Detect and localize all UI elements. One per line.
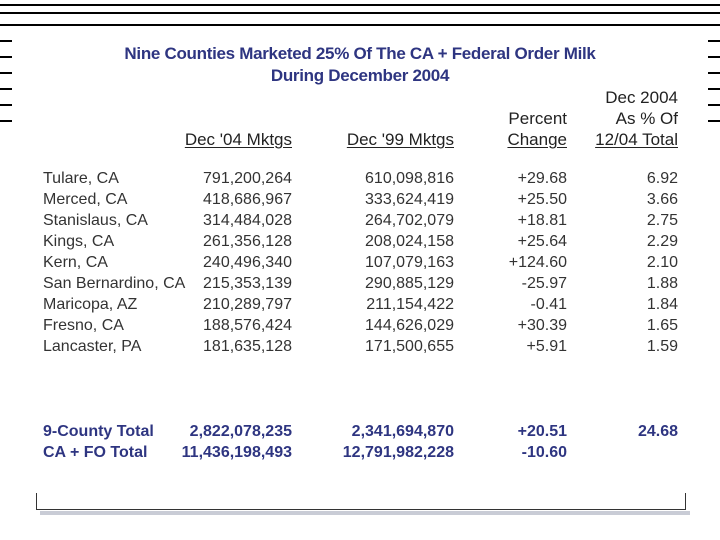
percent-change: +30.39 xyxy=(517,317,567,334)
percent-change: +18.81 xyxy=(517,212,567,229)
total-percent-change: -10.60 xyxy=(521,444,567,461)
header-percent-change: Percent Change xyxy=(507,109,567,149)
top-rule-1 xyxy=(0,4,720,6)
total-dec04: 11,436,198,493 xyxy=(181,444,292,461)
left-tick xyxy=(0,88,12,90)
table-row: Lancaster, PA 181,635,128 171,500,655 +5… xyxy=(0,338,720,359)
percent-change: +25.64 xyxy=(517,233,567,250)
dec99-value: 264,702,079 xyxy=(365,212,454,229)
share-value: 3.66 xyxy=(646,191,678,208)
share-value: 2.75 xyxy=(646,212,678,229)
dec04-value: 261,356,128 xyxy=(203,233,292,250)
left-tick xyxy=(0,120,12,122)
dec04-value: 791,200,264 xyxy=(203,170,292,187)
left-tick xyxy=(0,56,12,58)
header-share: Dec 2004 As % Of 12/04 Total xyxy=(595,88,678,149)
percent-change: +5.91 xyxy=(526,338,567,355)
table-row: Merced, CA 418,686,967 333,624,419 +25.5… xyxy=(0,191,720,212)
dec04-value: 210,289,797 xyxy=(203,296,292,313)
county-name: Fresno, CA xyxy=(43,317,124,334)
bottom-frame xyxy=(36,493,686,510)
table-row: Fresno, CA 188,576,424 144,626,029 +30.3… xyxy=(0,317,720,338)
right-tick xyxy=(708,88,720,90)
total-share: 24.68 xyxy=(637,423,678,440)
right-tick xyxy=(708,104,720,106)
county-name: Maricopa, AZ xyxy=(43,296,138,313)
dec04-value: 314,484,028 xyxy=(203,212,292,229)
percent-change: +124.60 xyxy=(508,254,567,271)
top-rule-3 xyxy=(0,24,720,26)
total-dec04: 2,822,078,235 xyxy=(189,423,292,440)
dec04-value: 188,576,424 xyxy=(203,317,292,334)
share-value: 1.88 xyxy=(646,275,678,292)
table-row: Stanislaus, CA 314,484,028 264,702,079 +… xyxy=(0,212,720,233)
percent-change: -0.41 xyxy=(530,296,567,313)
share-value: 1.59 xyxy=(646,338,678,355)
table-row: Maricopa, AZ 210,289,797 211,154,422 -0.… xyxy=(0,296,720,317)
share-value: 2.29 xyxy=(646,233,678,250)
dec99-value: 144,626,029 xyxy=(365,317,454,334)
right-tick xyxy=(708,40,720,42)
table-row: Tulare, CA 791,200,264 610,098,816 +29.6… xyxy=(0,170,720,191)
percent-change: +29.68 xyxy=(517,170,567,187)
table-title: Nine Counties Marketed 25% Of The CA + F… xyxy=(124,44,596,63)
table-row: Kings, CA 261,356,128 208,024,158 +25.64… xyxy=(0,233,720,254)
county-name: San Bernardino, CA xyxy=(43,275,186,292)
total-percent-change: +20.51 xyxy=(517,423,567,440)
share-value: 2.10 xyxy=(646,254,678,271)
total-row-ca-fo: CA + FO Total 11,436,198,493 12,791,982,… xyxy=(0,444,720,465)
county-name: Kern, CA xyxy=(43,254,108,271)
dec04-value: 418,686,967 xyxy=(203,191,292,208)
total-label: 9-County Total xyxy=(43,423,154,440)
left-tick xyxy=(0,40,12,42)
dec04-value: 215,353,139 xyxy=(203,275,292,292)
top-rule-2 xyxy=(0,12,720,14)
dec99-value: 211,154,422 xyxy=(366,296,454,313)
dec99-value: 610,098,816 xyxy=(365,170,454,187)
percent-change: -25.97 xyxy=(521,275,567,292)
percent-change: +25.50 xyxy=(517,191,567,208)
county-name: Kings, CA xyxy=(43,233,115,250)
county-name: Tulare, CA xyxy=(43,170,119,187)
total-dec99: 12,791,982,228 xyxy=(342,444,454,461)
right-tick xyxy=(708,72,720,74)
table-subtitle: During December 2004 xyxy=(270,66,450,85)
dec99-value: 333,624,419 xyxy=(365,191,454,208)
left-tick xyxy=(0,104,12,106)
dec99-value: 208,024,158 xyxy=(365,233,454,250)
share-value: 1.65 xyxy=(646,317,678,334)
right-tick xyxy=(708,120,720,122)
total-dec99: 2,341,694,870 xyxy=(351,423,454,440)
total-label: CA + FO Total xyxy=(43,444,148,461)
dec99-value: 290,885,129 xyxy=(365,275,454,292)
header-dec99: Dec '99 Mktgs xyxy=(346,130,454,149)
dec04-value: 240,496,340 xyxy=(203,254,292,271)
dec99-value: 171,500,655 xyxy=(365,338,454,355)
share-value: 6.92 xyxy=(646,170,678,187)
dec04-value: 181,635,128 xyxy=(203,338,292,355)
table-row: San Bernardino, CA 215,353,139 290,885,1… xyxy=(0,275,720,296)
left-tick xyxy=(0,72,12,74)
county-name: Lancaster, PA xyxy=(43,338,142,355)
county-name: Merced, CA xyxy=(43,191,128,208)
county-name: Stanislaus, CA xyxy=(43,212,148,229)
total-row-nine-county: 9-County Total 2,822,078,235 2,341,694,8… xyxy=(0,423,720,444)
frame-shadow xyxy=(40,511,690,515)
share-value: 1.84 xyxy=(646,296,678,313)
right-tick xyxy=(708,56,720,58)
header-dec04: Dec '04 Mktgs xyxy=(184,130,292,149)
dec99-value: 107,079,163 xyxy=(365,254,454,271)
table-row: Kern, CA 240,496,340 107,079,163 +124.60… xyxy=(0,254,720,275)
